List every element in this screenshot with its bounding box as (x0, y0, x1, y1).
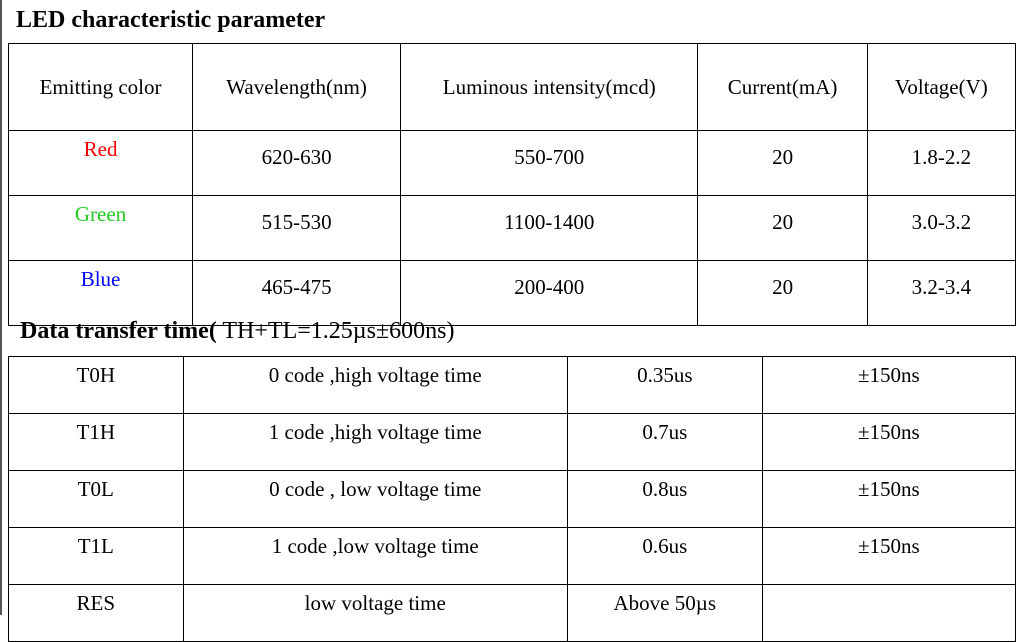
voltage-cell: 3.2-3.4 (866, 260, 1016, 326)
timing-value-cell: 0.6us (566, 527, 763, 585)
led-section-title: LED characteristic parameter (16, 8, 325, 32)
voltage-cell: 3.0-3.2 (866, 195, 1016, 261)
timing-name-cell: T1H (8, 413, 184, 471)
header-wavelength: Wavelength(nm) (192, 43, 402, 131)
timing-name-cell: T0L (8, 470, 184, 528)
wavelength-cell: 620-630 (192, 130, 402, 196)
timing-desc-cell: 0 code , low voltage time (182, 470, 568, 528)
timing-table: T0H 0 code ,high voltage time 0.35us ±15… (8, 356, 1016, 642)
timing-name-cell: T1L (8, 527, 184, 585)
timing-title-rest: TH+TL=1.25µs±600ns) (216, 318, 455, 344)
timing-name-cell: RES (8, 584, 184, 642)
timing-tolerance-cell: ±150ns (761, 470, 1016, 528)
current-cell: 20 (697, 195, 868, 261)
current-cell: 20 (697, 130, 868, 196)
timing-section-title: Data transfer time( TH+TL=1.25µs±600ns) (20, 319, 454, 343)
color-cell-blue: Blue (7, 260, 194, 326)
timing-tolerance-cell: ±150ns (761, 413, 1016, 471)
header-current: Current(mA) (697, 43, 868, 131)
timing-value-cell: 0.7us (566, 413, 763, 471)
timing-name-cell: T0H (8, 356, 184, 414)
table-row: T1L 1 code ,low voltage time 0.6us ±150n… (8, 527, 1016, 585)
color-cell-green: Green (7, 195, 194, 261)
table-row: T1H 1 code ,high voltage time 0.7us ±150… (8, 413, 1016, 471)
led-title-text: LED characteristic parameter (16, 7, 326, 33)
header-luminous-intensity: Luminous intensity(mcd) (400, 43, 699, 131)
led-parameter-table: Emitting color Wavelength(nm) Luminous i… (7, 43, 1016, 326)
timing-value-cell: 0.8us (566, 470, 763, 528)
table-row: Red 620-630 550-700 20 1.8-2.2 (7, 130, 1016, 196)
voltage-cell: 1.8-2.2 (866, 130, 1016, 196)
table-header-row: Emitting color Wavelength(nm) Luminous i… (7, 43, 1016, 131)
table-row: T0L 0 code , low voltage time 0.8us ±150… (8, 470, 1016, 528)
timing-tolerance-cell: ±150ns (761, 527, 1016, 585)
table-row: Green 515-530 1100-1400 20 3.0-3.2 (7, 195, 1016, 261)
timing-tolerance-cell (761, 584, 1016, 642)
current-cell: 20 (697, 260, 868, 326)
timing-desc-cell: 0 code ,high voltage time (182, 356, 568, 414)
wavelength-cell: 515-530 (192, 195, 402, 261)
table-row: T0H 0 code ,high voltage time 0.35us ±15… (8, 356, 1016, 414)
wavelength-cell: 465-475 (192, 260, 402, 326)
intensity-cell: 200-400 (400, 260, 699, 326)
timing-tolerance-cell: ±150ns (761, 356, 1016, 414)
timing-desc-cell: 1 code ,high voltage time (182, 413, 568, 471)
header-voltage: Voltage(V) (866, 43, 1016, 131)
timing-desc-cell: low voltage time (182, 584, 568, 642)
intensity-cell: 1100-1400 (400, 195, 699, 261)
timing-title-bold: Data transfer time( (20, 318, 217, 344)
color-cell-red: Red (7, 130, 194, 196)
timing-value-cell: 0.35us (566, 356, 763, 414)
intensity-cell: 550-700 (400, 130, 699, 196)
table-row: RES low voltage time Above 50µs (8, 584, 1016, 642)
table-row: Blue 465-475 200-400 20 3.2-3.4 (7, 260, 1016, 326)
timing-desc-cell: 1 code ,low voltage time (182, 527, 568, 585)
header-emitting-color: Emitting color (7, 43, 194, 131)
timing-value-cell: Above 50µs (566, 584, 763, 642)
